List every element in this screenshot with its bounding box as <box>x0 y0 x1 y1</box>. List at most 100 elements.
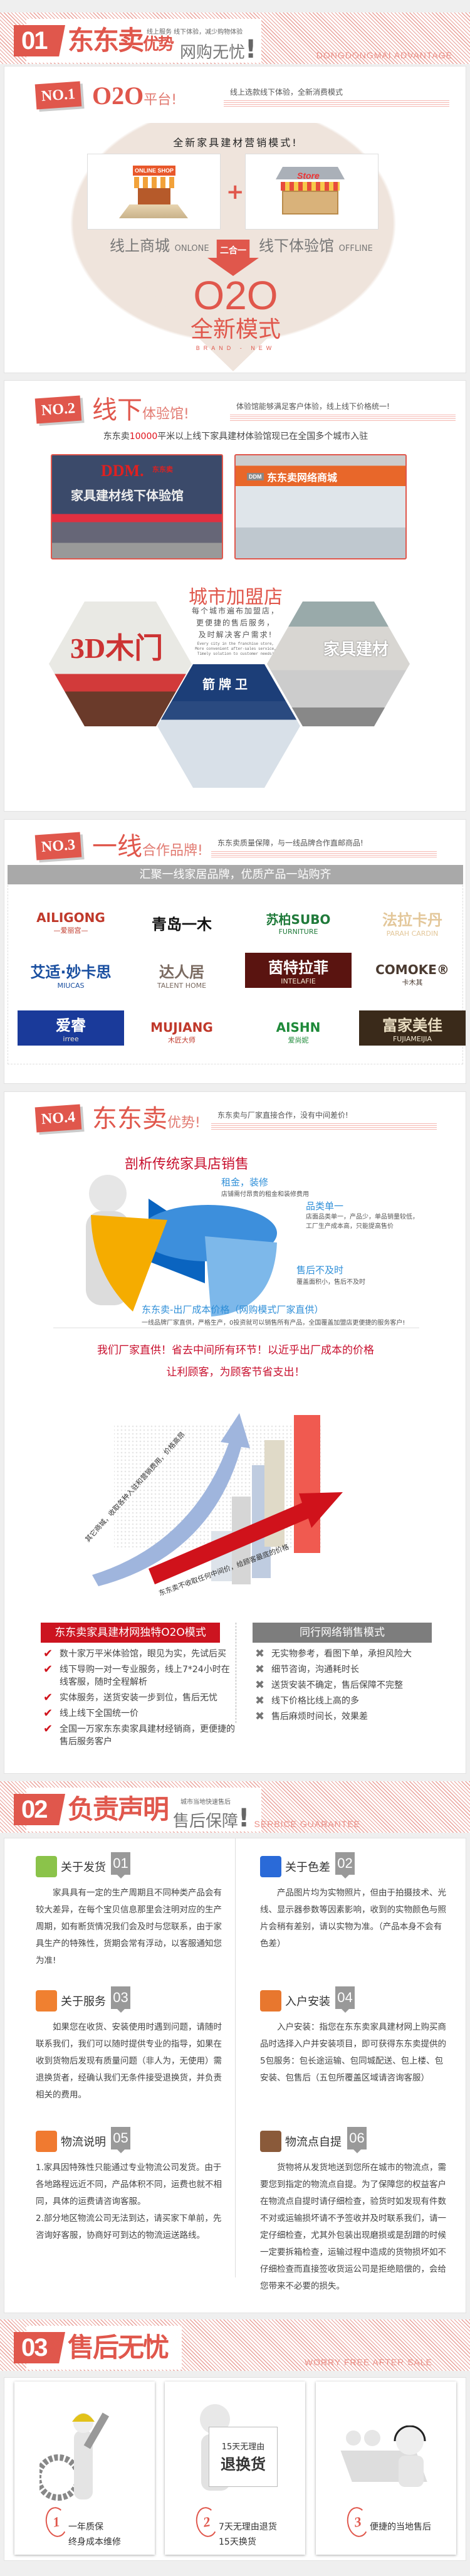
compare-item-text: 售后麻烦时间长，效果差 <box>271 1712 368 1722</box>
notice-body: 入户安装：指您在东东卖家具建材网上购买商品时选择入户并安装项目，即可获得东东卖提… <box>260 2022 446 2083</box>
check-icon: ✔ <box>43 1663 53 1676</box>
brand-logo[interactable]: AISHN 爱尚妮 <box>245 1010 352 1054</box>
compare-item-text: 无实物参考，看图下单，承担风险大 <box>271 1649 412 1659</box>
section-header-advantage: 01 东东卖优势 线上服务 线下体验，减少购物体验 网购无忧! DONGDONG… <box>0 13 470 64</box>
section-en-title: WORRY FREE AFTER SALE <box>304 2357 432 2367</box>
brand-logo[interactable]: 艾适·妙卡思 MIUCAS <box>18 953 124 997</box>
brand-subtitle: 爱尚妮 <box>288 1036 309 1044</box>
after-sale-text: 7天无理由退货 15天换货 <box>219 2522 277 2547</box>
section-title: 售后无忧 <box>68 2332 169 2363</box>
no-desc: 体验馆能够满足客户体验，线上线下价格统一! <box>230 401 456 421</box>
no-badge: NO.4 <box>34 1104 82 1133</box>
compare-item: ✔ 线下导购一对一专业服务，线上7*24小时在线客服，随时全程解析 <box>42 1663 236 1688</box>
brand-subtitle: 卡木其 <box>402 978 423 987</box>
notice-number-badge: 03 <box>111 1986 130 2013</box>
compare-item: ✔ 线上线下全国统一价 <box>42 1707 236 1720</box>
notice-body: 家具具有一定的生产周期且不同种类产品会有较大差异，在每个宝贝信息那里会注明对应的… <box>36 1888 222 1966</box>
callout-ddm-price: 东东卖-出厂成本价格（网购模式厂家直供） 一线品牌厂家直供，严格生产，0投资就可… <box>142 1304 405 1327</box>
brand-logo[interactable]: 达人居 TALENT HOME <box>128 953 235 997</box>
after-sale-card-return: 15天无理由 退换货 2 7天无理由退货 15天换货 <box>165 2382 305 2555</box>
compare-item: ✖ 送货安装不确定，售后保障不完整 <box>254 1679 442 1692</box>
notice-title: 关于服务 <box>61 1995 106 2008</box>
brand-name: AISHN <box>276 1020 321 1035</box>
notice-title: 关于色差 <box>285 1861 330 1874</box>
notice-number-badge: 06 <box>347 2127 367 2153</box>
compare-item: ✔ 数十家万平米体验馆，眼见为实，先试后买 <box>42 1648 236 1660</box>
franchise-lines: 每个城市遍布加盟店， 更便捷的售后服务， 及时解决客户需求! <box>191 607 279 639</box>
notice-item: 物流点自提 06 货物将从发货地送到您所在城市的物流点，需要您到指定的物流点自提。为… <box>260 2127 448 2295</box>
after-sale-card-warranty: 1 一年质保 终身成本维修 <box>14 2382 155 2555</box>
notice-item: 入户安装 04 入户安装：指您在东东卖家具建材网上购买商品时选择入户并安装项目，即可… <box>260 1986 448 2087</box>
section-tagline-small: 城市当地快速售后 <box>180 1799 231 1806</box>
offline-store-image: Store <box>245 154 379 230</box>
no4-header: NO.4 东东卖优势! 东东卖与厂家直接合作，没有中间差价! <box>34 1103 437 1135</box>
brand-logo[interactable]: 苏柏SUBO FURNITURE <box>245 901 352 945</box>
check-icon: ✔ <box>43 1722 53 1736</box>
brand-logo[interactable]: MUJIANG 木匠大师 <box>128 1010 235 1054</box>
section-en-title: SERBICE GUARANTEE <box>254 1819 360 1829</box>
offline-intro: 东东卖10000平米以上线下家具建材体验馆现已在全国多个城市入驻 <box>103 432 368 442</box>
compare-item: ✔ 全国一万家东东卖家具建材经销商，更便捷的售后服务客户 <box>42 1723 236 1748</box>
brand-subtitle: FUJIAMEIJIA <box>392 1035 432 1043</box>
brand-logo[interactable]: 爱睿 irree <box>18 1010 124 1046</box>
brand-logo[interactable]: COMOKE® 卡木其 <box>359 953 466 997</box>
figure-head <box>89 1175 127 1212</box>
cross-icon: ✖ <box>255 1678 265 1692</box>
no-desc: 东东卖与厂家直接合作，没有中间差价! <box>211 1110 437 1130</box>
brand-logo[interactable]: 富家美佳 FUJIAMEIJIA <box>359 1010 466 1046</box>
brand-new-label: BRAND - NEW <box>196 345 276 351</box>
section-header-after-sale: 03 售后无忧 WORRY FREE AFTER SALE <box>0 2319 470 2371</box>
no-badge: NO.3 <box>34 832 82 861</box>
truck-icon <box>36 1856 57 1877</box>
brand-logo[interactable]: AILIGONG —爱丽宫— <box>18 901 124 945</box>
brand-logo[interactable]: 青岛一木 <box>128 901 235 945</box>
experience-hall-photo-exterior: DDM. 东东卖 家具建材线下体验馆 <box>51 454 223 559</box>
section-tagline-small: 线上服务 线下体验，减少购物体验 <box>147 29 243 36</box>
notice-title: 关于发货 <box>61 1861 106 1874</box>
compare-ddm-header: 东东卖家具建材网独特O2O模式 <box>41 1623 220 1643</box>
intro-text: 全新家具建材营销模式! <box>173 137 298 149</box>
notice-number-badge: 04 <box>335 1986 355 2013</box>
pie-orange-slice <box>91 1215 167 1312</box>
cross-icon: ✖ <box>255 1710 265 1723</box>
online-label: 线上商城 ONLONE <box>110 237 209 255</box>
step-number: 1 <box>43 2505 70 2539</box>
no3-header: NO.3 一线合作品牌! 东东卖质量保障，与一线品牌合作直邮商品! <box>34 831 437 862</box>
brand-subtitle: TALENT HOME <box>157 982 207 990</box>
notice-title: 物流说明 <box>61 2136 106 2149</box>
offline-label: 线下体验馆 OFFLINE <box>259 237 373 255</box>
notice-number-badge: 02 <box>335 1852 355 1879</box>
section-number: 02 <box>14 1794 65 1825</box>
bar-5 <box>294 1415 320 1553</box>
customer-service-icon <box>340 2425 427 2487</box>
card-offline-experience: NO.2 线下体验馆! 体验馆能够满足客户体验，线上线下价格统一! 东东卖100… <box>4 380 466 812</box>
notice-item: 关于服务 03 如果您在收货、安装使用时遇到问题，请随时联系我们，我们可以随时提供专… <box>36 1986 224 2104</box>
brands-banner: 汇聚一线家居品牌，优质产品一站购齐 <box>8 865 463 884</box>
brand-grid: AILIGONG —爱丽宫— 青岛一木 苏柏SUBO FURNITURE 法拉卡丹 PARA… <box>8 885 466 1064</box>
clipboard-icon <box>260 2131 281 2152</box>
section-header-guarantee: 02 负责声明 城市当地快速售后 售后保障! SERBICE GUARANTEE <box>0 1781 470 1833</box>
online-shop-image: ONLINE SHOP <box>87 154 221 230</box>
brand-name: 法拉卡丹 <box>382 911 442 929</box>
no-badge: NO.1 <box>34 81 82 110</box>
notice-item: 物流说明 05 1.家具因特殊性只能通过专业物流公司发货。由于各地路程远近不同，产品… <box>36 2127 224 2244</box>
compare-item: ✖ 无实物参考，看图下单，承担风险大 <box>254 1648 442 1660</box>
no-desc: 线上选款线下体验，全新消费模式 <box>224 87 449 107</box>
return-sign: 15天无理由 退换货 <box>209 2427 278 2487</box>
worker-icon <box>36 1990 57 2012</box>
check-icon: ✔ <box>43 1707 53 1720</box>
compare-item: ✖ 细节咨询，沟通耗时长 <box>254 1663 442 1676</box>
franchise-title: 城市加盟店 <box>189 586 283 608</box>
brand-name: 艾适·妙卡思 <box>30 963 112 981</box>
no-desc: 东东卖质量保障，与一线品牌合作直邮商品! <box>211 837 437 857</box>
brand-logo[interactable]: 茵特拉菲 INTELAFIE <box>245 953 352 988</box>
no2-header: NO.2 线下体验馆! 体验馆能够满足客户体验，线上线下价格统一! <box>34 395 456 426</box>
notice-body: 2.部分地区物流公司无法到达，请买家下单前，先咨询好客服，协商好可到达的物流运送… <box>36 2213 222 2240</box>
analysis-title: 剖析传统家具店销售 <box>125 1157 249 1172</box>
divider <box>53 1327 419 1328</box>
brand-logo[interactable]: 法拉卡丹 PARAH CARDIN <box>359 901 466 945</box>
blue-rising-arrow <box>92 1413 250 1586</box>
compare-peer-list: ✖ 无实物参考，看图下单，承担风险大 ✖ 细节咨询，沟通耗时长 ✖ 送货安装不确定，售后保… <box>254 1648 442 1726</box>
worker-wrench-gear-icon <box>39 2412 110 2501</box>
pie-front-slice <box>205 1236 277 1317</box>
